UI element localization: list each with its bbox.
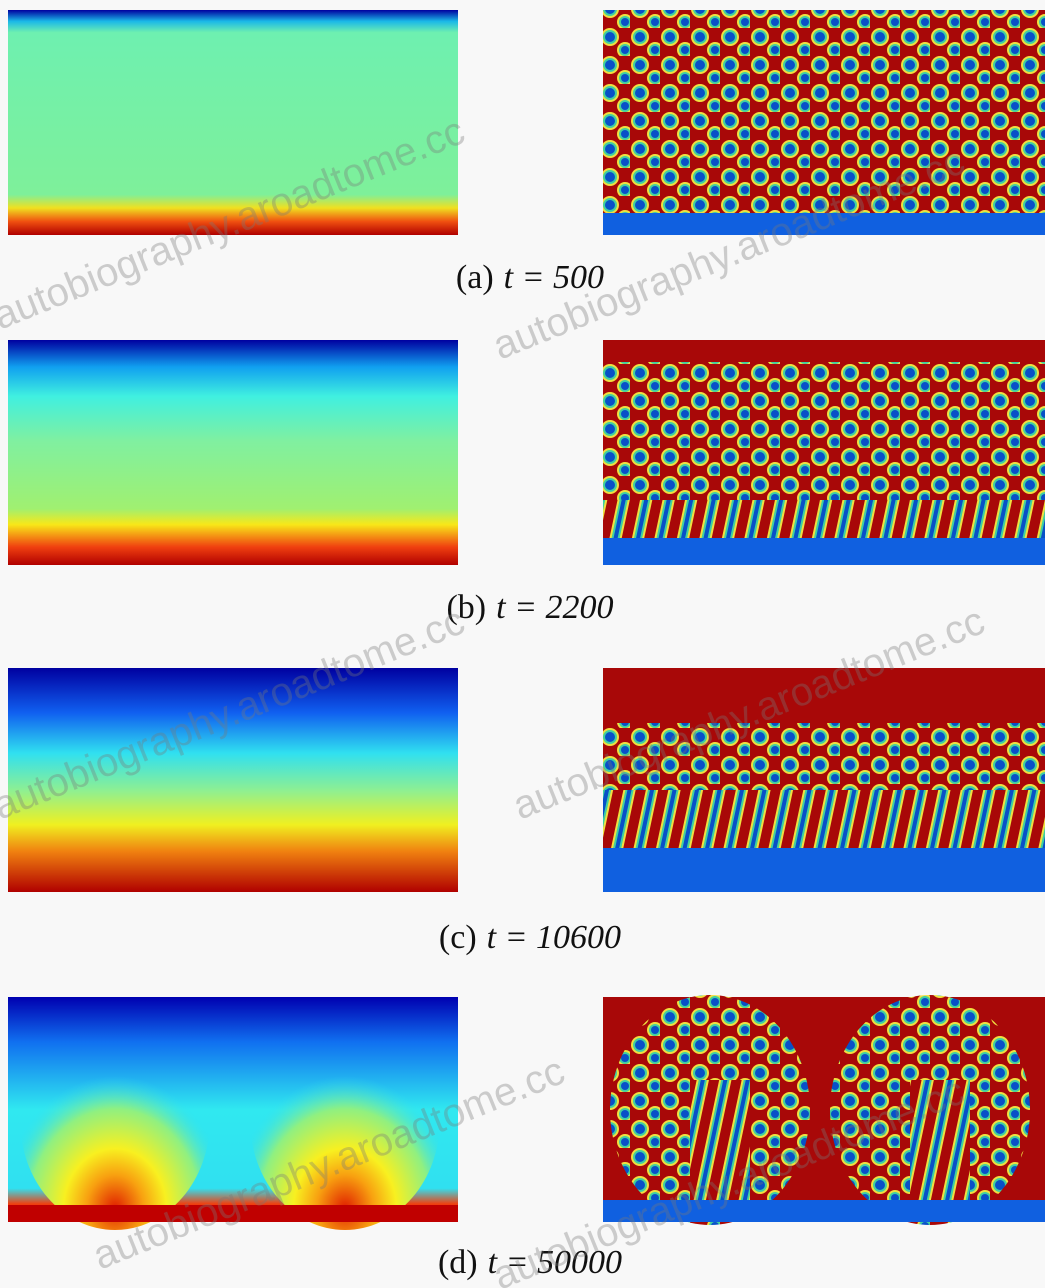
pattern-base [603,538,1045,565]
pattern-top [603,340,1045,362]
caption: (c) t = 10600 [439,919,621,956]
plume [20,1010,210,1230]
pattern-base [603,848,1045,892]
caption-text: t = 2200 [496,589,613,626]
caption-text: t = 10600 [487,919,621,956]
caption: (b)t = 2200 [446,589,613,626]
caption-label: (a) [456,259,494,296]
caption-label: (d) [438,1244,478,1281]
field-panel [8,340,458,565]
pattern-stripes [603,500,1045,540]
caption-label: (c) [439,919,477,956]
figure: (a)t = 500(b)t = 2200(c)t = 10600(d)t = … [0,0,1045,1288]
page: (a)t = 500(b)t = 2200(c)t = 10600(d)t = … [0,0,1045,1288]
pattern-stripes [603,790,1045,850]
